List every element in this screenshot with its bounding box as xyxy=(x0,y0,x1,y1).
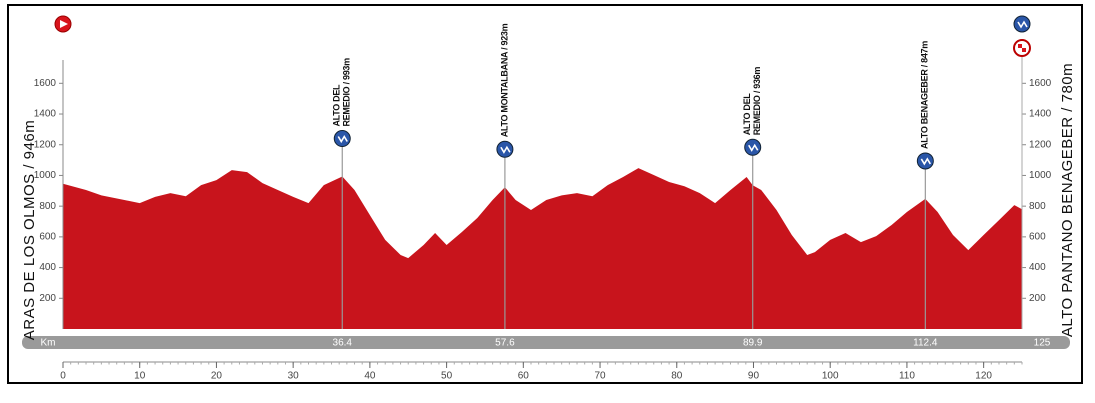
y-tick-label: 800 xyxy=(1029,201,1046,212)
climb-name: ALTO DEL xyxy=(742,93,752,136)
x-tick-label: 60 xyxy=(518,371,530,382)
y-tick-label: 400 xyxy=(1029,262,1046,273)
x-tick-label: 90 xyxy=(748,371,760,382)
x-tick-label: 50 xyxy=(441,371,453,382)
kom-glyph xyxy=(337,134,348,144)
climb-name: REMEDIO / 936m xyxy=(752,67,762,136)
finish-icon xyxy=(1013,39,1031,57)
km-label: Km xyxy=(41,338,56,349)
finish-check xyxy=(1018,44,1022,48)
kom-glyph xyxy=(920,157,932,166)
y-tick-label: 800 xyxy=(39,201,56,212)
kom-icon xyxy=(333,130,351,148)
kom-glyph xyxy=(1017,20,1028,29)
kom-glyph xyxy=(500,145,511,154)
x-tick-label: 70 xyxy=(594,371,606,382)
kom-icon xyxy=(744,138,762,156)
climb-name: ALTO BENAGEBER / 847m xyxy=(920,41,930,149)
frame xyxy=(7,4,1083,384)
y-tick-label: 600 xyxy=(1029,232,1046,243)
climb-km: 36.4 xyxy=(333,338,353,349)
climb-km: 57.6 xyxy=(495,338,515,349)
start-label: ARAS DE LOS OLMOS / 946m xyxy=(21,120,38,340)
start-icon xyxy=(54,15,72,33)
climb-name: ALTO DEL xyxy=(332,84,342,127)
finish-label: ALTO PANTANO BENAGEBER / 780m xyxy=(1059,63,1076,337)
x-tick-label: 110 xyxy=(899,371,915,382)
finish-kom-icon xyxy=(1013,15,1031,33)
kom-icon xyxy=(496,140,514,158)
finish-km: 125 xyxy=(1034,338,1051,349)
y-tick-label: 1600 xyxy=(1029,78,1052,89)
km-bar xyxy=(22,336,1070,349)
climb-km: 89.9 xyxy=(743,338,763,349)
start-arrow xyxy=(60,20,68,28)
kom-glyph xyxy=(748,143,759,152)
y-tick-label: 1000 xyxy=(34,170,57,181)
climb-name: REMEDIO / 993m xyxy=(342,58,352,127)
elevation-area xyxy=(63,168,1022,329)
y-tick-label: 1400 xyxy=(34,109,57,120)
y-tick-label: 1200 xyxy=(34,139,57,150)
y-tick-label: 1400 xyxy=(1029,109,1052,120)
y-tick-label: 200 xyxy=(39,293,56,304)
y-tick-label: 1200 xyxy=(1029,139,1052,150)
finish-check xyxy=(1022,48,1026,52)
x-tick-label: 10 xyxy=(134,371,146,382)
y-tick-label: 1600 xyxy=(34,78,57,89)
x-tick-label: 80 xyxy=(671,371,683,382)
x-tick-label: 40 xyxy=(364,371,376,382)
kom-icon xyxy=(916,152,934,170)
y-tick-label: 1000 xyxy=(1029,170,1052,181)
y-tick-label: 200 xyxy=(1029,293,1046,304)
y-tick-label: 600 xyxy=(39,232,56,243)
x-tick-label: 100 xyxy=(822,371,839,382)
x-tick-label: 20 xyxy=(211,371,223,382)
climb-name: ALTO MONTALBANA / 923m xyxy=(499,23,509,137)
climb-km: 112.4 xyxy=(913,338,938,349)
x-tick-label: 0 xyxy=(60,371,66,382)
x-tick-label: 120 xyxy=(975,371,992,382)
x-tick-label: 30 xyxy=(288,371,300,382)
y-tick-label: 400 xyxy=(39,262,56,273)
